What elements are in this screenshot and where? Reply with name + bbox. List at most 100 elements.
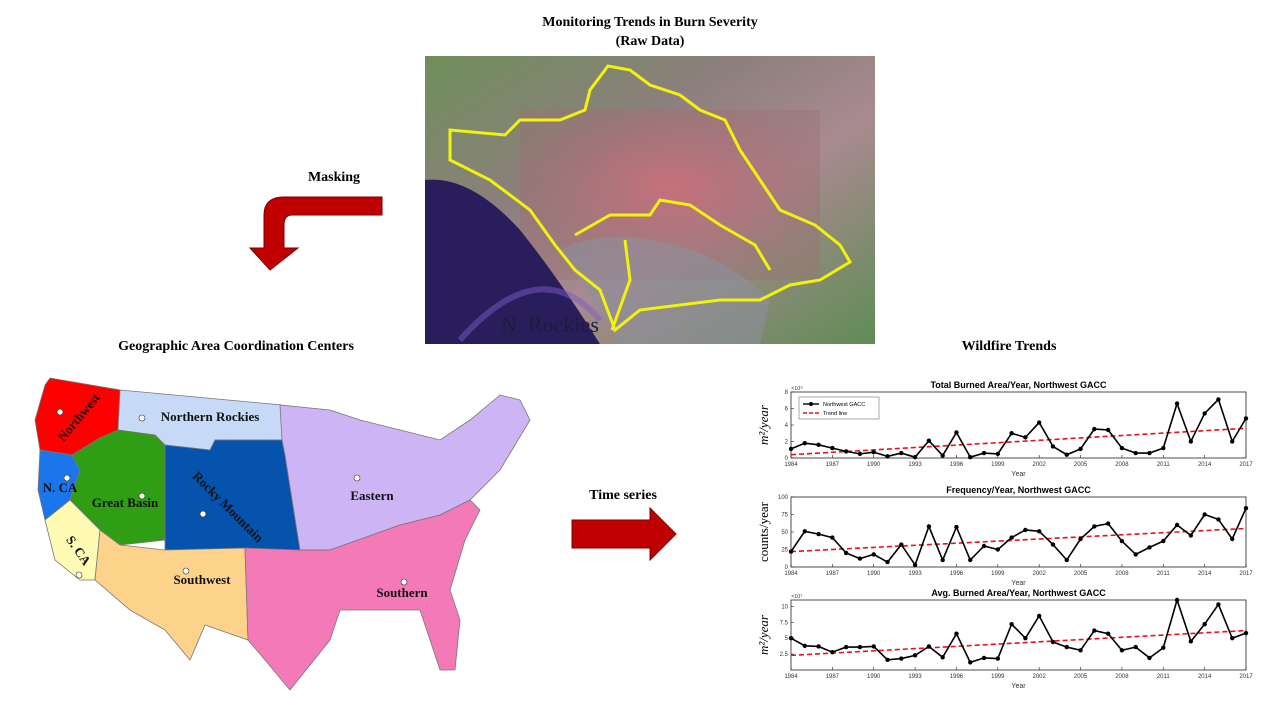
data-point xyxy=(1216,517,1221,522)
x-axis-label: Year xyxy=(1011,471,1026,478)
data-point xyxy=(830,445,835,451)
data-point xyxy=(1243,506,1249,511)
data-point xyxy=(843,449,849,454)
trends-title: Wildfire Trends xyxy=(962,339,1057,354)
data-point xyxy=(1147,655,1152,661)
map-region xyxy=(244,499,481,691)
y-tick-label: 4 xyxy=(785,423,789,429)
x-tick-label: 2005 xyxy=(1074,674,1088,680)
data-point xyxy=(995,656,1001,661)
data-point xyxy=(1188,639,1194,644)
x-tick-label: 1990 xyxy=(867,571,881,577)
center-dot xyxy=(400,578,408,586)
data-point xyxy=(912,562,918,568)
x-tick-label: 1993 xyxy=(908,462,922,468)
series-line xyxy=(790,597,1247,664)
data-point xyxy=(1133,644,1138,650)
data-point xyxy=(1023,435,1028,440)
data-point xyxy=(954,631,959,636)
x-tick-label: 2011 xyxy=(1157,571,1171,577)
y-tick-label: 5 xyxy=(785,636,789,642)
data-point xyxy=(871,450,876,455)
data-point xyxy=(1105,521,1111,526)
charts: Total Burned Area/Year, Northwest GACC ×1… xyxy=(756,380,1253,690)
data-point xyxy=(885,454,890,459)
trend-line xyxy=(790,629,1247,657)
x-tick-label: 2011 xyxy=(1157,674,1171,680)
data-point xyxy=(1230,536,1235,542)
region-label: N. CA xyxy=(43,480,78,495)
data-point xyxy=(1119,648,1125,653)
data-point xyxy=(954,430,959,435)
x-tick-label: 2014 xyxy=(1198,462,1212,468)
y-tick-label: 8 xyxy=(785,390,789,396)
data-point xyxy=(981,450,987,456)
x-tick-label: 1987 xyxy=(826,571,840,577)
data-point xyxy=(899,656,904,661)
data-point xyxy=(871,644,876,649)
map-title: Geographic Area Coordination Centers xyxy=(118,339,354,354)
data-point xyxy=(1050,444,1056,449)
region-label: Northern Rockies xyxy=(161,409,260,424)
data-point xyxy=(1050,639,1056,645)
data-point xyxy=(1161,538,1166,544)
center-dot xyxy=(353,474,361,482)
x-tick-label: 1996 xyxy=(950,674,964,680)
y-tick-label: 0 xyxy=(785,456,789,462)
x-tick-label: 1996 xyxy=(950,462,964,468)
legend-label: Trend line xyxy=(823,411,847,417)
data-point xyxy=(1023,527,1028,533)
data-point xyxy=(1078,536,1083,542)
data-point xyxy=(912,653,918,658)
x-tick-label: 1999 xyxy=(991,571,1005,577)
y-axis-label: m²/year xyxy=(756,614,771,655)
center-dot xyxy=(138,492,146,500)
image-label: N. Rockies xyxy=(501,312,599,337)
center-dot xyxy=(138,414,146,422)
data-point xyxy=(1119,538,1125,544)
axis-multiplier: ×10⁷ xyxy=(791,593,802,600)
data-point xyxy=(1064,452,1069,457)
region-label: Eastern xyxy=(350,488,394,503)
data-point xyxy=(1243,416,1249,421)
satellite-image xyxy=(425,56,875,344)
data-point xyxy=(1078,648,1083,653)
data-point xyxy=(857,451,863,457)
y-tick-label: 2 xyxy=(785,440,789,446)
data-point xyxy=(1174,401,1180,406)
center-dot xyxy=(182,567,190,575)
image-title: Monitoring Trends in Burn Severity xyxy=(542,15,757,30)
center-dot xyxy=(199,510,207,518)
axis-multiplier: ×10⁹ xyxy=(791,385,803,392)
data-point xyxy=(981,655,987,661)
data-point xyxy=(1023,635,1028,641)
x-tick-label: 1984 xyxy=(784,571,798,577)
x-tick-label: 2005 xyxy=(1074,571,1088,577)
x-tick-label: 1993 xyxy=(908,571,922,577)
data-point xyxy=(1174,522,1180,528)
data-point xyxy=(816,644,821,649)
data-point xyxy=(968,660,973,665)
y-tick-label: 6 xyxy=(785,407,789,413)
region-label: Southern xyxy=(376,585,428,600)
x-axis-label: Year xyxy=(1011,683,1026,690)
data-point xyxy=(1230,635,1235,641)
y-tick-label: 25 xyxy=(781,548,788,554)
data-point xyxy=(1133,552,1138,557)
x-tick-label: 2014 xyxy=(1198,674,1212,680)
data-point xyxy=(995,451,1001,457)
x-tick-label: 1984 xyxy=(784,462,798,468)
data-point xyxy=(830,649,835,655)
y-tick-label: 2.5 xyxy=(780,652,789,658)
data-point xyxy=(788,446,794,452)
center-dot xyxy=(63,474,71,482)
data-point xyxy=(1064,644,1069,650)
x-tick-label: 1996 xyxy=(950,571,964,577)
chart-title: Total Burned Area/Year, Northwest GACC xyxy=(930,380,1107,390)
series-line xyxy=(790,397,1247,459)
data-point xyxy=(1202,621,1207,627)
y-tick-label: 0 xyxy=(785,565,789,571)
data-point xyxy=(912,454,918,460)
data-point xyxy=(1036,529,1042,534)
chart-title: Avg. Burned Area/Year, Northwest GACC xyxy=(931,588,1106,598)
